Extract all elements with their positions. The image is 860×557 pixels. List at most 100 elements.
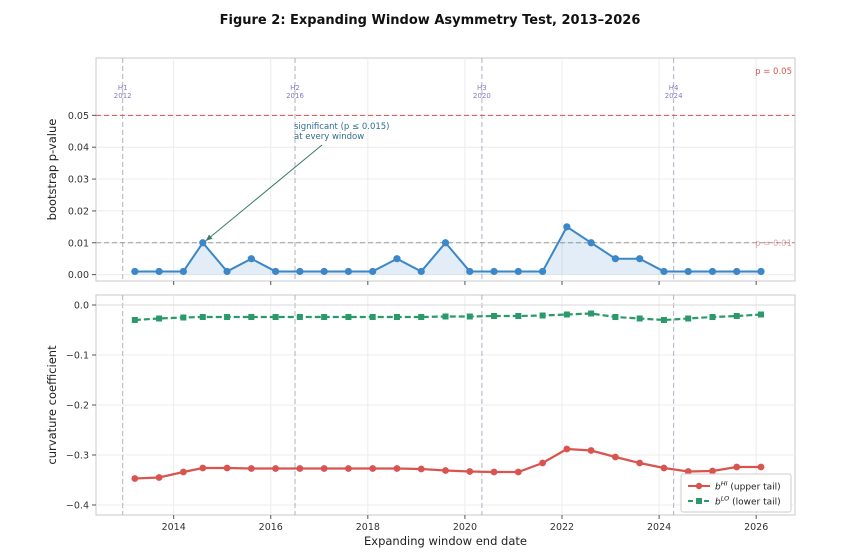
p-value-point [563, 223, 571, 231]
series-point-hi [684, 468, 692, 475]
series-point-lo [758, 311, 765, 318]
annotation-line-2: at every window [294, 132, 364, 142]
event-label: H1 [118, 84, 128, 92]
series-point-hi [179, 468, 187, 476]
legend-label: bLO (lower tail) [715, 495, 781, 508]
series-point-lo [224, 314, 231, 320]
series-point-hi [466, 468, 474, 475]
top-panel: 0.00 0.01 0.02 0.03 0.04 0.05 bootstrap p-valu… [45, 57, 796, 285]
series-point-lo [131, 317, 138, 323]
series-point-lo [199, 314, 206, 320]
p-value-point [393, 255, 401, 263]
event-year-label: 2016 [286, 92, 304, 100]
y-tick-label: 0.01 [68, 238, 89, 249]
x-tick-label: 2018 [356, 522, 380, 533]
series-point-lo [272, 314, 279, 320]
p-value-point [538, 267, 547, 276]
series-point-lo [515, 313, 522, 319]
p-value-point [441, 239, 450, 247]
p-value-point [131, 267, 139, 276]
y-tick-label: 0.00 [68, 270, 89, 281]
series-point-lo [491, 313, 498, 319]
event-label: H2 [290, 84, 300, 92]
series-point-lo [636, 315, 643, 322]
series-point-hi [709, 467, 716, 475]
p-value-point [344, 267, 353, 276]
p-value-point [757, 267, 765, 276]
p-value-point [155, 267, 163, 276]
series-point-hi [247, 465, 255, 472]
series-point-hi [611, 453, 619, 461]
annotation-arrow [205, 144, 323, 242]
series-point-lo [709, 314, 716, 320]
series-point-hi [131, 475, 139, 482]
p-value-point [369, 267, 377, 276]
series-point-hi [369, 465, 377, 472]
legend-label: bHI (upper tail) [715, 480, 781, 493]
reference-label: p = 0.05 [755, 67, 792, 77]
y-tick-label: 0.04 [68, 143, 89, 154]
p-value-point [199, 239, 207, 247]
series-point-lo [539, 312, 546, 319]
y-axis-label: bootstrap p-value [45, 119, 59, 221]
series-point-hi [199, 464, 207, 472]
y-tick-label: −0.4 [66, 501, 89, 512]
y-tick-label: −0.1 [66, 351, 89, 362]
series-point-lo [393, 314, 400, 320]
x-tick-label: 2020 [453, 522, 477, 533]
p-value-point [733, 267, 741, 276]
reference-label: p = 0.01 [755, 239, 792, 249]
y-tick-label: 0.03 [68, 175, 89, 186]
series-point-hi [757, 463, 765, 471]
series-point-hi [155, 474, 163, 481]
y-axis-label: curvature coefficient [45, 345, 59, 465]
series-point-lo [156, 315, 163, 322]
annotation-line-1: significant (p ≤ 0.015) [294, 122, 389, 132]
x-tick-label: 2026 [744, 522, 768, 533]
series-point-hi [636, 459, 644, 467]
series-point-hi [587, 447, 595, 454]
series-point-lo [563, 311, 570, 318]
series-point-hi [539, 459, 546, 467]
event-label: H4 [669, 84, 679, 92]
event-year-label: 2024 [665, 92, 683, 100]
series-point-lo [180, 314, 187, 321]
series-point-lo [660, 317, 667, 323]
series-point-hi [514, 468, 522, 476]
p-value-point [611, 255, 619, 263]
event-year-label: 2020 [473, 92, 491, 100]
p-value-point [466, 267, 474, 276]
series-point-lo [418, 314, 425, 320]
series-point-hi [393, 465, 401, 472]
series-point-hi [223, 464, 231, 472]
p-value-point [514, 267, 522, 276]
series-point-lo [466, 313, 473, 320]
event-year-label: 2012 [114, 92, 132, 100]
series-point-hi [345, 465, 352, 472]
series-point-lo [345, 314, 352, 320]
series-point-lo [612, 314, 619, 320]
annotation-arrowhead [205, 234, 213, 241]
p-value-point [223, 267, 231, 276]
y-tick-label: −0.3 [66, 451, 89, 462]
series-point-hi [660, 464, 668, 472]
series-point-hi [320, 465, 328, 472]
legend-swatch-marker [695, 482, 703, 490]
x-tick-label: 2024 [647, 522, 671, 533]
p-value-point [320, 267, 328, 276]
p-value-point [708, 267, 717, 276]
figure-title: Figure 2: Expanding Window Asymmetry Tes… [220, 13, 641, 28]
x-tick-label: 2014 [162, 522, 186, 533]
x-tick-label: 2016 [259, 522, 283, 533]
y-tick-label: 0.0 [74, 301, 89, 312]
p-value-point [272, 267, 280, 276]
series-point-lo [588, 310, 595, 317]
legend-box [680, 473, 792, 513]
p-value-point [636, 255, 644, 263]
series-point-hi [296, 465, 304, 472]
p-value-point [684, 267, 692, 276]
series-point-hi [442, 467, 449, 474]
series-point-lo [321, 314, 328, 320]
p-value-point [587, 239, 595, 247]
series-point-hi [733, 463, 741, 471]
